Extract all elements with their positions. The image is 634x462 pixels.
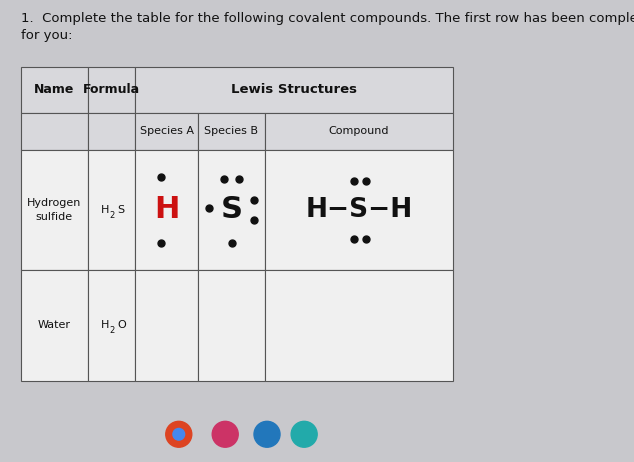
FancyBboxPatch shape — [198, 150, 265, 270]
Text: S: S — [117, 205, 124, 215]
FancyBboxPatch shape — [21, 150, 88, 270]
Text: Lewis Structures: Lewis Structures — [231, 83, 357, 96]
FancyBboxPatch shape — [265, 270, 453, 381]
Text: 2: 2 — [109, 211, 115, 220]
FancyBboxPatch shape — [135, 67, 453, 113]
Text: 2: 2 — [109, 327, 115, 335]
Text: Water: Water — [38, 320, 71, 330]
FancyBboxPatch shape — [88, 270, 135, 381]
Circle shape — [165, 421, 191, 447]
Text: Compound: Compound — [328, 127, 389, 136]
Text: Hydrogen
sulfide: Hydrogen sulfide — [27, 198, 82, 222]
FancyBboxPatch shape — [88, 67, 135, 113]
FancyBboxPatch shape — [135, 270, 198, 381]
Circle shape — [173, 428, 184, 440]
FancyBboxPatch shape — [198, 113, 265, 150]
Text: S: S — [221, 195, 242, 225]
Text: Name: Name — [34, 83, 75, 96]
Text: H−S−H: H−S−H — [305, 197, 413, 223]
FancyBboxPatch shape — [265, 150, 453, 270]
FancyBboxPatch shape — [135, 113, 198, 150]
FancyBboxPatch shape — [21, 113, 88, 150]
FancyBboxPatch shape — [135, 150, 198, 270]
Circle shape — [254, 421, 280, 447]
FancyBboxPatch shape — [21, 270, 88, 381]
FancyBboxPatch shape — [88, 150, 135, 270]
Text: H: H — [101, 205, 109, 215]
Text: Species B: Species B — [204, 127, 259, 136]
FancyBboxPatch shape — [198, 270, 265, 381]
Text: O: O — [117, 320, 126, 330]
FancyBboxPatch shape — [21, 67, 88, 113]
Circle shape — [212, 421, 238, 447]
Text: H: H — [101, 320, 109, 330]
FancyBboxPatch shape — [88, 113, 135, 150]
Text: 1.  Complete the table for the following covalent compounds. The first row has b: 1. Complete the table for the following … — [21, 12, 634, 42]
Text: Formula: Formula — [83, 83, 140, 96]
Circle shape — [291, 421, 317, 447]
Text: Species A: Species A — [139, 127, 193, 136]
Text: H: H — [154, 195, 179, 225]
FancyBboxPatch shape — [265, 113, 453, 150]
